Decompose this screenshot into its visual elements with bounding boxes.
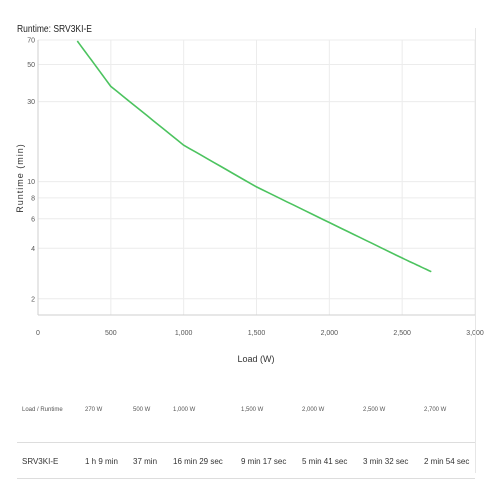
chart-title: Runtime: SRV3KI-E — [17, 24, 92, 35]
table-cell: 9 min 17 sec — [241, 457, 287, 466]
grid-lines — [38, 39, 476, 315]
table-header-cell: 500 W — [133, 407, 151, 413]
y-tick-label: 8 — [31, 195, 35, 202]
table-header-cell: 1,500 W — [241, 407, 264, 413]
table-header-row: Load / Runtime 270 W 500 W 1,000 W 1,500 W 2,… — [0, 395, 475, 425]
x-tick-label: 500 — [105, 330, 117, 337]
y-tick-label: 4 — [31, 246, 35, 253]
row-separator — [17, 478, 475, 479]
table-header-cell: 2,500 W — [363, 407, 386, 413]
row-separator — [17, 442, 475, 443]
y-tick-label: 6 — [31, 216, 35, 223]
table-cell: 3 min 32 sec — [363, 457, 409, 466]
x-tick-label: 0 — [36, 330, 40, 337]
table-cell: 37 min — [133, 457, 158, 466]
table-header-cell: 2,000 W — [302, 407, 325, 413]
x-tick-label: 1,000 — [175, 330, 193, 337]
x-axis-label: Load (W) — [237, 354, 274, 364]
runtime-line — [76, 40, 432, 273]
x-tick-label: 2,000 — [321, 330, 339, 337]
y-tick-label: 30 — [27, 99, 35, 106]
table-cell: 1 h 9 min — [85, 457, 118, 466]
y-tick-label: 50 — [27, 62, 35, 69]
table-cell: SRV3KI-E — [22, 457, 59, 466]
x-tick-label: 1,500 — [248, 330, 266, 337]
table-cell: 16 min 29 sec — [173, 457, 223, 466]
runtime-table: Load / Runtime 270 W 500 W 1,000 W 1,500 W 2,… — [0, 395, 475, 479]
right-border — [475, 28, 476, 473]
table-header-cell: Load / Runtime — [22, 407, 63, 413]
y-axis-label: Runtime (min) — [15, 143, 25, 213]
table-header-cell: 270 W — [85, 407, 103, 413]
table-cell: 2 min 54 sec — [424, 457, 470, 466]
y-tick-labels: 2 4 6 8 10 30 50 70 — [27, 38, 35, 304]
x-tick-label: 2,500 — [393, 330, 411, 337]
table-header-cell: 1,000 W — [173, 407, 196, 413]
table-cell: 5 min 41 sec — [302, 457, 348, 466]
y-tick-label: 2 — [31, 296, 35, 303]
y-tick-label: 70 — [27, 38, 35, 45]
table-header-cell: 2,700 W — [424, 407, 447, 413]
y-tick-label: 10 — [27, 179, 35, 186]
table-row: SRV3KI-E 1 h 9 min 37 min 16 min 29 sec 9 mi… — [0, 395, 475, 466]
